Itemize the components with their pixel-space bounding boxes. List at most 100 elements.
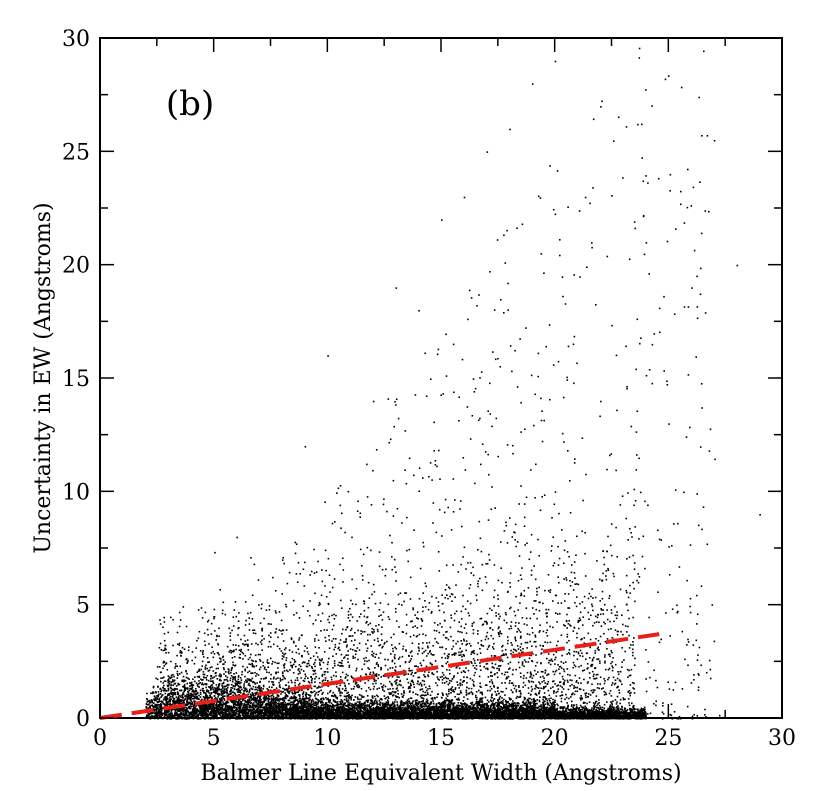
data-point (275, 715, 277, 717)
data-point (265, 695, 268, 697)
data-point (339, 709, 342, 711)
data-point (369, 709, 372, 712)
data-point (411, 703, 414, 705)
data-point (197, 709, 200, 712)
data-point (257, 710, 260, 713)
data-point (300, 703, 303, 706)
data-point (415, 717, 417, 720)
data-point (234, 713, 237, 716)
data-point (195, 717, 198, 719)
data-point (418, 711, 420, 714)
data-point (265, 703, 268, 705)
data-point (217, 705, 219, 708)
data-point (318, 717, 321, 720)
data-point (394, 709, 396, 711)
data-point (508, 706, 511, 708)
data-point (255, 699, 258, 702)
data-point (339, 705, 341, 708)
data-point (171, 712, 173, 715)
data-point (247, 710, 250, 712)
data-point (172, 702, 174, 704)
data-point (387, 699, 389, 701)
data-point (175, 685, 178, 687)
data-point (317, 700, 320, 703)
data-point (345, 699, 348, 701)
data-point (194, 713, 197, 715)
data-point (378, 700, 381, 702)
data-point (608, 708, 611, 710)
data-point (244, 699, 246, 702)
data-point (281, 697, 284, 700)
data-point (151, 692, 154, 695)
data-point (389, 713, 391, 716)
data-point (537, 706, 540, 709)
data-point (409, 703, 412, 706)
data-point (291, 697, 293, 700)
data-point (235, 711, 237, 714)
data-point (218, 717, 221, 719)
data-point (149, 707, 152, 709)
data-point (508, 697, 511, 699)
data-point (394, 701, 396, 703)
data-point (448, 703, 450, 706)
data-point (500, 702, 503, 704)
data-point (160, 696, 162, 698)
data-point (232, 711, 235, 714)
data-point (302, 708, 305, 711)
data-point (621, 705, 623, 708)
data-point (178, 683, 181, 686)
data-point (481, 703, 484, 706)
data-point (193, 692, 195, 694)
data-point (328, 711, 331, 714)
data-point (176, 707, 178, 710)
data-point (315, 691, 318, 694)
data-point (290, 696, 293, 699)
data-point (550, 706, 552, 709)
data-point (374, 699, 376, 702)
data-point (332, 695, 335, 698)
data-point (243, 692, 245, 694)
data-point (329, 699, 332, 701)
data-point (492, 703, 495, 705)
data-point (201, 683, 203, 686)
data-point (272, 697, 275, 700)
data-point (156, 713, 159, 716)
data-point (230, 706, 233, 709)
data-point (549, 701, 552, 704)
data-point (207, 670, 210, 672)
data-point (234, 712, 236, 714)
data-point (263, 701, 266, 703)
data-point (562, 707, 565, 710)
data-point (587, 709, 589, 711)
data-point (278, 709, 280, 712)
data-point (247, 717, 249, 719)
data-point (446, 705, 448, 707)
data-point (328, 699, 330, 701)
data-point (219, 689, 221, 691)
data-point (342, 709, 344, 712)
data-point (325, 712, 328, 714)
data-point (295, 707, 297, 710)
data-point (307, 697, 309, 700)
data-point (523, 708, 525, 710)
data-point (616, 707, 619, 710)
data-point (147, 714, 149, 716)
data-point (583, 708, 586, 711)
data-point (362, 704, 365, 706)
data-point (385, 696, 388, 699)
data-point (619, 710, 621, 712)
data-point (253, 702, 255, 704)
data-point (368, 709, 371, 712)
data-point (270, 695, 273, 697)
data-point (576, 706, 578, 708)
data-point (192, 717, 195, 720)
data-point (438, 706, 440, 708)
data-point (252, 708, 254, 711)
data-point (390, 711, 392, 714)
data-point (340, 703, 343, 706)
data-point (625, 710, 628, 712)
data-point (230, 712, 232, 715)
data-point (364, 701, 366, 703)
data-point (160, 703, 162, 705)
data-point (202, 683, 205, 686)
